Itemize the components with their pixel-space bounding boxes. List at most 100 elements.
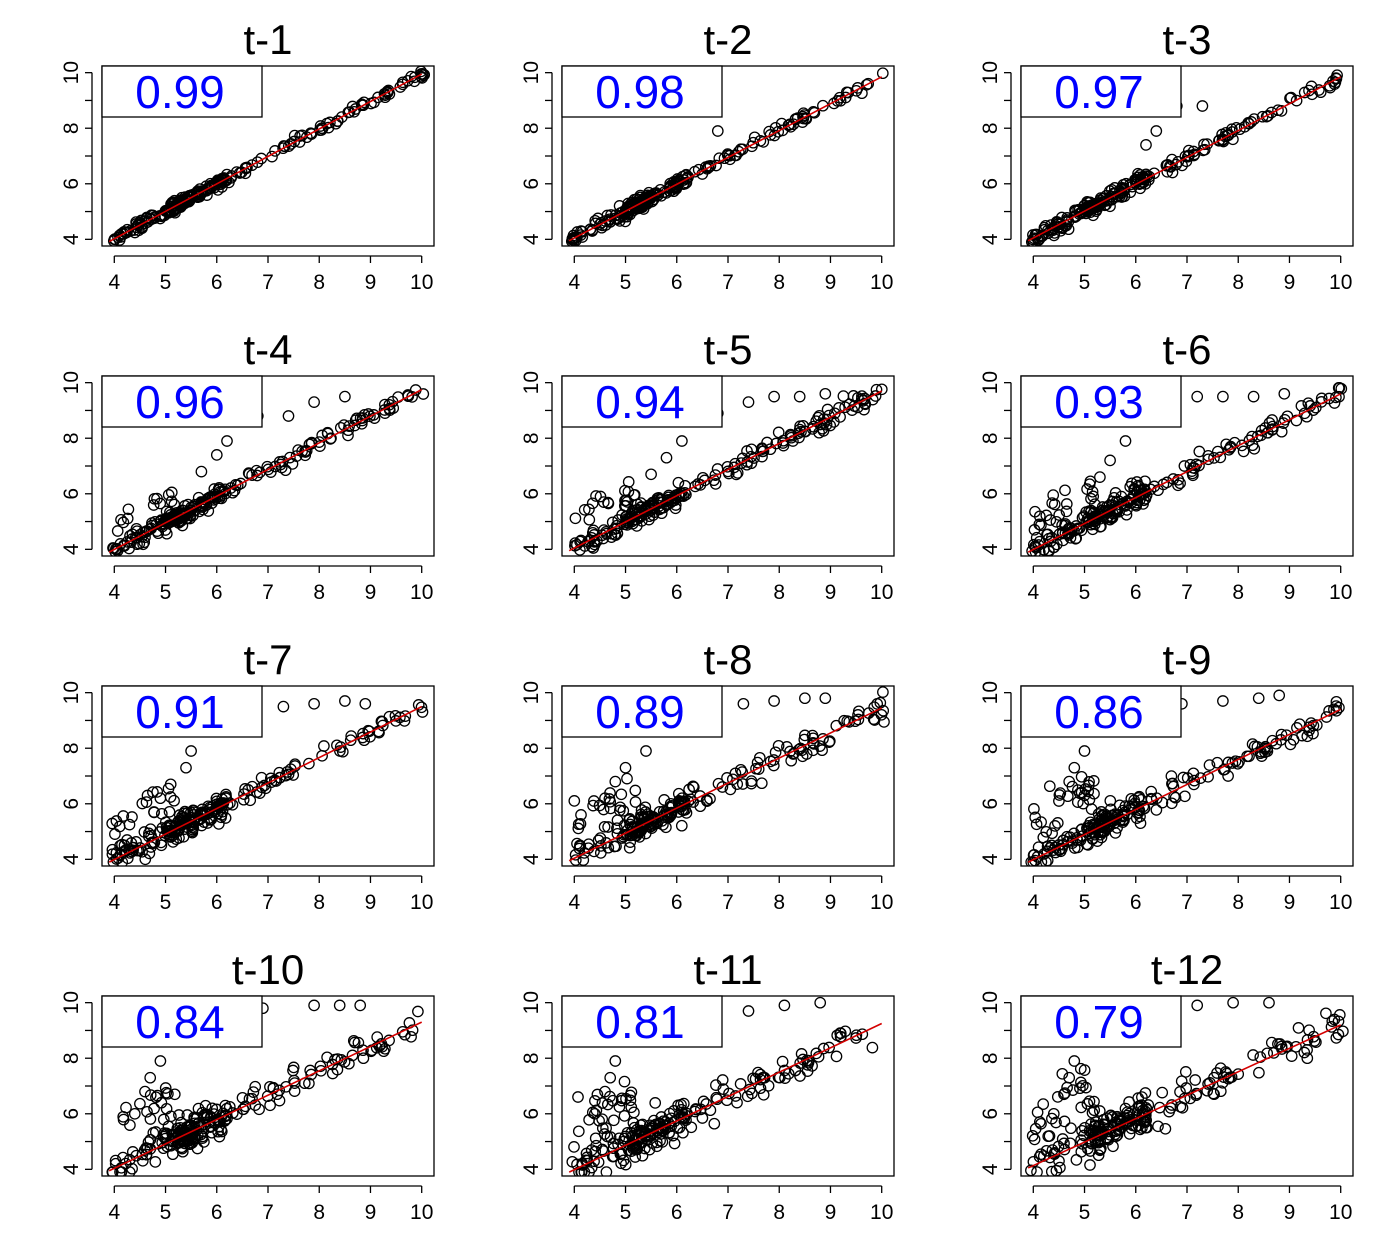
correlation-box <box>561 375 723 428</box>
data-point <box>1041 840 1054 853</box>
data-point <box>378 87 391 100</box>
x-tick-label: 9 <box>825 581 837 604</box>
data-point <box>1252 692 1265 705</box>
data-point <box>314 1060 327 1073</box>
data-point <box>1070 210 1083 223</box>
data-point <box>1050 515 1063 528</box>
fit-line <box>1027 393 1342 553</box>
data-point <box>799 692 811 705</box>
x-tick-label: 7 <box>1181 1201 1193 1224</box>
data-point <box>1255 750 1268 762</box>
correlation-value: 0.91 <box>135 686 225 738</box>
data-point <box>117 1110 130 1123</box>
data-point <box>205 806 218 818</box>
data-point <box>1054 787 1067 799</box>
data-point <box>316 749 328 762</box>
correlation-box <box>101 685 263 738</box>
data-point <box>134 528 147 541</box>
data-point <box>824 419 837 432</box>
data-point <box>709 469 722 481</box>
x-tick-label: 8 <box>313 1201 325 1224</box>
data-point <box>244 794 257 807</box>
y-tick-label: 6 <box>979 1108 1002 1120</box>
data-point <box>226 798 239 811</box>
data-point <box>718 152 731 165</box>
data-point <box>165 486 178 499</box>
x-tick-label: 10 <box>1329 581 1352 604</box>
y-tick-label: 6 <box>60 798 83 810</box>
y-tick-label: 8 <box>520 1052 543 1064</box>
data-point <box>396 1025 409 1038</box>
x-tick-label: 8 <box>1232 271 1244 294</box>
data-point <box>1295 400 1308 412</box>
data-point <box>1078 745 1091 757</box>
data-point <box>672 476 685 489</box>
data-point <box>704 160 717 172</box>
data-point <box>121 226 133 239</box>
data-point <box>242 467 255 479</box>
plot-frame <box>561 375 895 557</box>
x-tick-label: 9 <box>1284 581 1296 604</box>
data-point <box>866 1041 879 1054</box>
x-tick-label: 4 <box>108 581 120 604</box>
data-point <box>1029 811 1042 824</box>
data-point <box>287 1064 299 1077</box>
data-point <box>212 1121 225 1133</box>
data-point <box>121 834 133 846</box>
correlation-box <box>561 995 723 1048</box>
data-point <box>1078 1129 1090 1142</box>
data-point <box>599 792 611 805</box>
data-point <box>1041 854 1054 866</box>
data-point <box>734 1078 747 1090</box>
data-point <box>583 503 595 516</box>
data-point <box>1080 838 1093 851</box>
data-point <box>643 1143 656 1156</box>
data-point <box>163 805 176 818</box>
data-point <box>597 496 610 508</box>
data-point <box>1068 761 1081 774</box>
data-point <box>308 697 320 710</box>
data-point <box>339 695 351 707</box>
data-point <box>856 1028 869 1041</box>
data-point <box>173 1109 185 1121</box>
y-tick-label: 8 <box>60 432 83 444</box>
data-point <box>1213 134 1226 146</box>
data-point <box>158 1127 171 1139</box>
data-point <box>772 739 785 752</box>
data-point <box>1263 996 1275 1009</box>
data-point <box>1177 771 1190 784</box>
data-point <box>165 495 178 508</box>
data-point <box>1031 1166 1043 1176</box>
data-point <box>181 1109 194 1121</box>
y-tick-label: 6 <box>60 1108 83 1120</box>
data-point <box>1088 1095 1100 1108</box>
data-point <box>1301 1044 1313 1056</box>
data-point <box>136 797 149 810</box>
data-point <box>376 719 389 732</box>
data-point <box>139 853 152 866</box>
data-point <box>1058 1088 1070 1101</box>
data-point <box>1166 166 1179 179</box>
x-tick-label: 4 <box>568 271 580 294</box>
x-tick-label: 8 <box>1232 581 1244 604</box>
plot-frame <box>561 995 895 1177</box>
x-tick-label: 8 <box>773 891 785 914</box>
data-point <box>742 1005 755 1017</box>
y-tick-label: 4 <box>520 543 543 555</box>
data-point <box>299 445 311 457</box>
y-tick-label: 6 <box>520 488 543 500</box>
data-point <box>1052 1140 1065 1153</box>
x-tick-label: 6 <box>671 581 683 604</box>
data-point <box>586 497 599 510</box>
data-point <box>165 1110 177 1123</box>
data-point <box>878 716 890 728</box>
data-point <box>660 808 672 821</box>
data-point <box>716 781 729 793</box>
data-point <box>1074 1062 1087 1075</box>
data-point <box>687 781 700 794</box>
data-point <box>1087 775 1100 787</box>
data-point <box>216 793 228 805</box>
data-point <box>172 1128 185 1140</box>
data-point <box>1290 414 1303 427</box>
data-point <box>223 1100 236 1113</box>
